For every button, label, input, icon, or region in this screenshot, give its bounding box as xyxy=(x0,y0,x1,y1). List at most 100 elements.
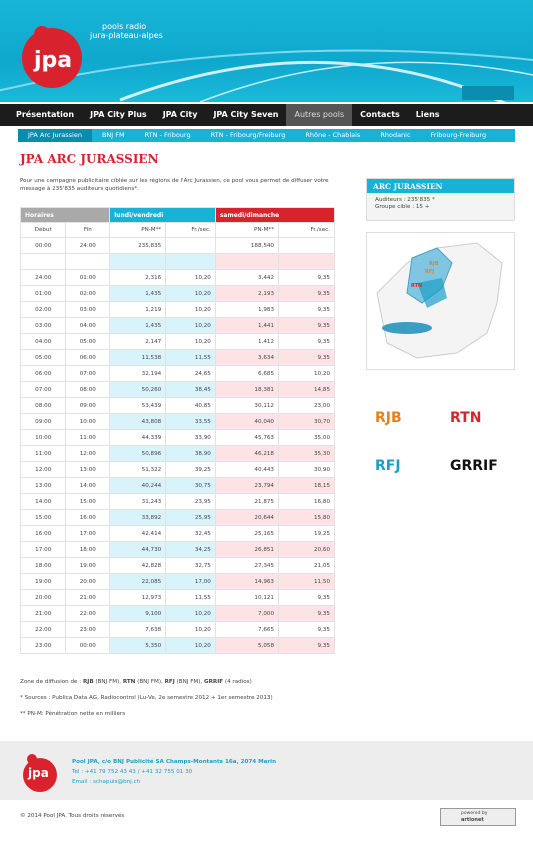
subnav-item[interactable]: JPA Arc Jurassien xyxy=(18,129,92,142)
table-cell: 7,638 xyxy=(109,621,167,638)
table-cell: 15:00 xyxy=(19,509,67,526)
column-header: Début xyxy=(19,222,67,238)
table-cell: 21:00 xyxy=(19,605,67,622)
table-cell: 42,828 xyxy=(109,557,167,574)
table-cell: 17:00 xyxy=(19,541,67,558)
table-cell: 51,322 xyxy=(109,461,167,478)
column-header: PN-M** xyxy=(109,222,167,238)
subnav-item[interactable]: Rhône - Chablais xyxy=(305,131,361,139)
table-cell: 9,35 xyxy=(278,605,335,622)
nav-item[interactable]: Contacts xyxy=(360,110,400,119)
pnm-note: ** PN-M: Pénétration nette en milliers xyxy=(20,711,126,717)
table-cell: 05:00 xyxy=(65,333,111,350)
subnav-item[interactable]: Rhodanic xyxy=(380,131,411,139)
table-cell: 30,90 xyxy=(278,461,335,478)
table-row: 14:00 15:00 31,243 23,95 21,875 16,80 xyxy=(19,493,335,510)
table-cell: 23,794 xyxy=(214,477,280,494)
subnav-item[interactable]: BNJ FM xyxy=(101,131,125,139)
table-cell: 20,644 xyxy=(214,509,280,526)
table-cell: 08:00 xyxy=(65,381,111,398)
column-row: Début Fin PN-M** Fr./sec. PN-M** Fr./sec. xyxy=(19,222,335,238)
column-header: Fin xyxy=(65,222,111,238)
map-box: RJB RFJ RTN xyxy=(366,232,515,370)
table-cell: 38,45 xyxy=(165,381,216,398)
table-cell: 18,381 xyxy=(214,381,280,398)
zone-radio-note: (4 radios) xyxy=(224,679,252,685)
table-row: 24:00 01:00 2,316 10,20 3,442 9,35 xyxy=(19,269,335,286)
map xyxy=(376,242,503,359)
table-cell: 17,00 xyxy=(165,573,216,590)
table-cell: 23:00 xyxy=(19,637,67,654)
table-cell: 40,040 xyxy=(214,413,280,430)
table-cell: 1,219 xyxy=(109,301,167,318)
table-cell: 14:00 xyxy=(19,493,67,510)
table-cell: 10,121 xyxy=(214,589,280,606)
table-cell: 18:00 xyxy=(19,557,67,574)
table-cell: 9,100 xyxy=(109,605,167,622)
table-cell: 10,20 xyxy=(165,605,216,622)
table-cell: 32,75 xyxy=(165,557,216,574)
table-cell: 13:00 xyxy=(65,461,111,478)
nav-item[interactable]: Liens xyxy=(415,110,440,119)
table-cell: 10:00 xyxy=(19,429,67,446)
table-cell: 06:00 xyxy=(65,349,111,366)
radio-logo[interactable]: RTN xyxy=(450,410,482,426)
table-cell: 24,65 xyxy=(165,365,216,382)
table-cell: 10,20 xyxy=(165,269,216,286)
table-cell: 15,80 xyxy=(278,509,335,526)
subnav-item[interactable]: RTN - Fribourg/Freiburg xyxy=(210,131,286,139)
table-cell: 33,892 xyxy=(109,509,167,526)
subnav-item[interactable]: Fribourg-Freiburg xyxy=(430,131,487,139)
nav-item[interactable]: JPA City Seven xyxy=(213,110,279,119)
table-row: 01:00 02:00 1,435 10,20 2,193 9,35 xyxy=(19,285,335,302)
table-row: 12:00 13:00 51,322 39,25 40,443 30,90 xyxy=(19,461,335,478)
nav-item[interactable]: Présentation xyxy=(16,110,75,119)
table-cell xyxy=(278,237,335,254)
table-cell: 09:00 xyxy=(65,397,111,414)
sources-note: * Sources : Publica Data AG, Radiocontro… xyxy=(20,695,273,701)
copyright: © 2014 Pool JPA. Tous droits réservés xyxy=(20,813,125,819)
table-cell: 23,00 xyxy=(278,397,335,414)
footer-logo-art xyxy=(23,754,57,792)
footer-logo[interactable]: jpa xyxy=(28,766,49,780)
table-cell: 04:00 xyxy=(19,333,67,350)
table-cell: 9,35 xyxy=(278,333,335,350)
powered-badge[interactable]: powered by artionet xyxy=(440,808,516,826)
table-cell: 2,147 xyxy=(109,333,167,350)
table-cell: 18,15 xyxy=(278,477,335,494)
table-cell: 00:00 xyxy=(65,637,111,654)
zone-radio: RJB xyxy=(82,679,94,685)
table-cell: 23,95 xyxy=(165,493,216,510)
nav-item[interactable]: JPA City xyxy=(162,110,198,119)
table-cell: 34,25 xyxy=(165,541,216,558)
table-cell: 01:00 xyxy=(65,269,111,286)
nav-item[interactable]: Autres pools xyxy=(286,104,353,126)
table-cell: 06:00 xyxy=(19,365,67,382)
table-cell: 1,983 xyxy=(214,301,280,318)
table-row: 02:00 03:00 1,219 10,20 1,983 9,35 xyxy=(19,301,335,318)
table-cell: 10,20 xyxy=(165,333,216,350)
table-cell: 9,35 xyxy=(278,317,335,334)
table-cell: 01:00 xyxy=(19,285,67,302)
radio-logo[interactable]: RFJ xyxy=(375,458,401,474)
table-cell: 07:00 xyxy=(65,365,111,382)
table-cell: 40,85 xyxy=(165,397,216,414)
header-art xyxy=(0,26,533,102)
radio-logo[interactable]: GRRIF xyxy=(450,458,498,474)
nav-item[interactable]: JPA City Plus xyxy=(90,110,147,119)
footer-email[interactable]: Email : schapuis@bnj.ch xyxy=(72,779,141,785)
table-cell: 21,875 xyxy=(214,493,280,510)
subnav-item[interactable]: RTN - Fribourg xyxy=(144,131,191,139)
table-row: 10:00 11:00 44,339 33,90 45,763 35,00 xyxy=(19,429,335,446)
table-cell: 10,20 xyxy=(278,365,335,382)
table-cell: 35,00 xyxy=(278,429,335,446)
group-row: Horaires lundi/vendredi samedi/dimanche xyxy=(19,207,336,223)
table-row: 04:00 05:00 2,147 10,20 1,412 9,35 xyxy=(19,333,335,350)
table-row: 08:00 09:00 53,439 40,85 30,112 23,00 xyxy=(19,397,335,414)
logo[interactable]: jpa xyxy=(34,48,73,73)
table-cell: 9,35 xyxy=(278,589,335,606)
table-cell: 1,412 xyxy=(214,333,280,350)
radio-logo[interactable]: RJB xyxy=(375,410,402,426)
table-cell: 7,000 xyxy=(214,605,280,622)
